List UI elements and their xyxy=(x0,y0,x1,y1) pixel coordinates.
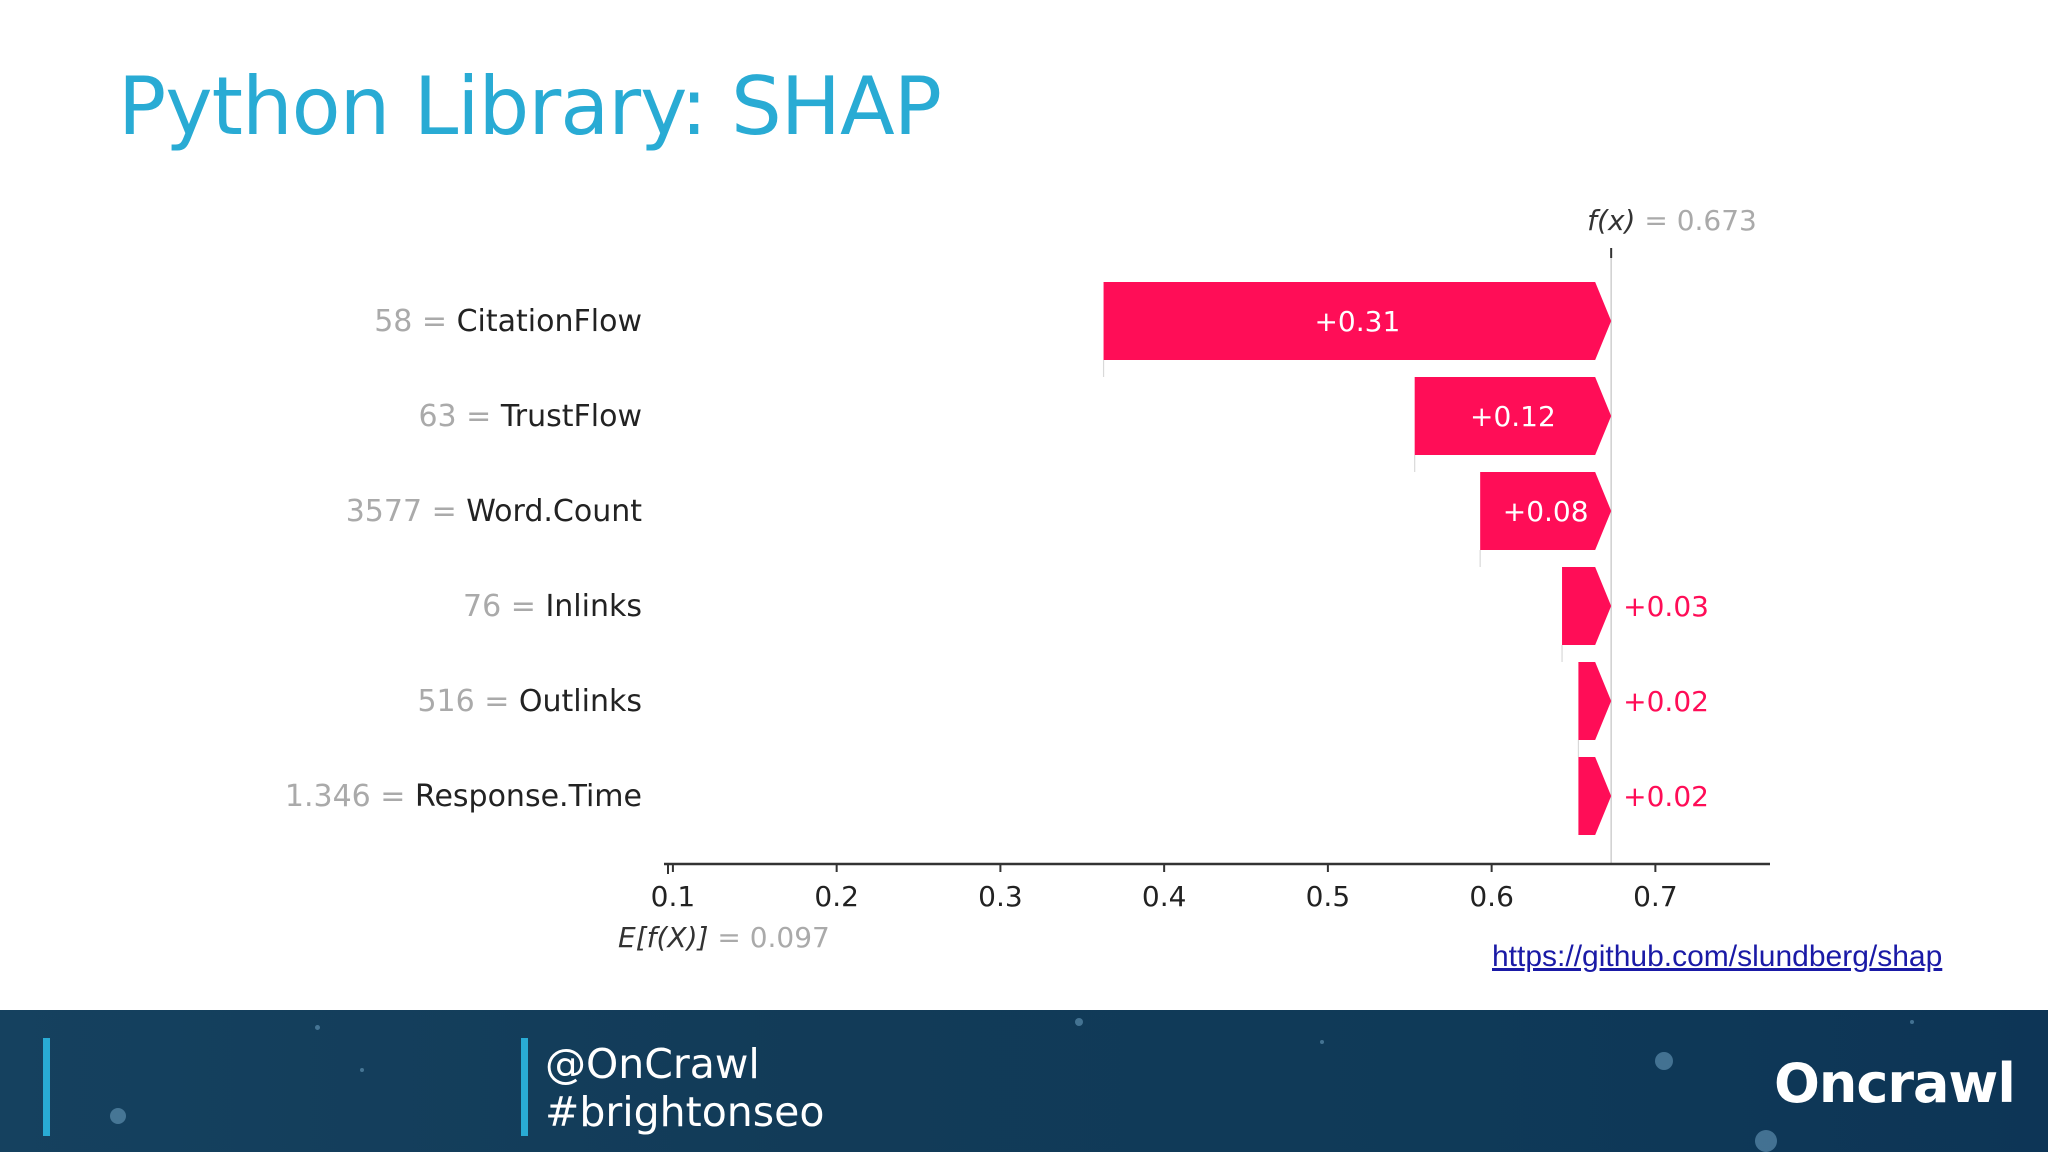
waterfall-bar-response-time xyxy=(1578,757,1612,835)
waterfall-bar-citationflow xyxy=(1103,282,1612,360)
github-link[interactable]: https://github.com/slundberg/shap xyxy=(1492,940,1943,973)
x-tick-label: 0.5 xyxy=(1306,880,1351,913)
footer-accent-bar-middle xyxy=(521,1038,528,1136)
contribution-label: +0.03 xyxy=(1623,590,1709,623)
contribution-label: +0.12 xyxy=(1470,400,1556,433)
feature-label: 58 = CitationFlow xyxy=(374,304,642,339)
contribution-label: +0.08 xyxy=(1503,495,1589,528)
output-value-label: f(x) = 0.673 xyxy=(1587,204,1757,237)
contribution-label: +0.02 xyxy=(1623,685,1709,718)
x-tick-label: 0.3 xyxy=(978,880,1023,913)
x-tick-label: 0.1 xyxy=(651,880,696,913)
x-tick-label: 0.4 xyxy=(1142,880,1187,913)
x-tick-label: 0.6 xyxy=(1469,880,1514,913)
footer-accent-bar-left xyxy=(43,1038,50,1136)
waterfall-bar-trustflow xyxy=(1414,377,1612,455)
feature-label: 63 = TrustFlow xyxy=(418,399,642,434)
waterfall-bar-word-count xyxy=(1480,472,1612,550)
footer: @OnCrawl #brightonseo Oncrawl xyxy=(0,1010,2048,1152)
base-value-label: E[f(X)] = 0.097 xyxy=(618,921,830,954)
slide-title: Python Library: SHAP xyxy=(118,60,942,153)
x-tick-label: 0.2 xyxy=(814,880,859,913)
feature-label: 1.346 = Response.Time xyxy=(285,779,642,814)
contribution-label: +0.31 xyxy=(1314,305,1400,338)
shap-waterfall-chart: f(x) = 0.673 +0.31 58 = CitationFlow +0.12 6… xyxy=(285,204,1770,954)
waterfall-bar-inlinks xyxy=(1562,567,1612,645)
feature-label: 3577 = Word.Count xyxy=(346,494,643,529)
contribution-label: +0.02 xyxy=(1623,780,1709,813)
feature-label: 76 = Inlinks xyxy=(463,589,642,624)
twitter-handle: @OnCrawl xyxy=(545,1040,760,1088)
x-tick-label: 0.7 xyxy=(1633,880,1678,913)
feature-label: 516 = Outlinks xyxy=(417,684,642,719)
event-hashtag: #brightonseo xyxy=(545,1088,825,1136)
oncrawl-logo: Oncrawl xyxy=(1774,1052,2016,1115)
waterfall-bar-outlinks xyxy=(1578,662,1612,740)
